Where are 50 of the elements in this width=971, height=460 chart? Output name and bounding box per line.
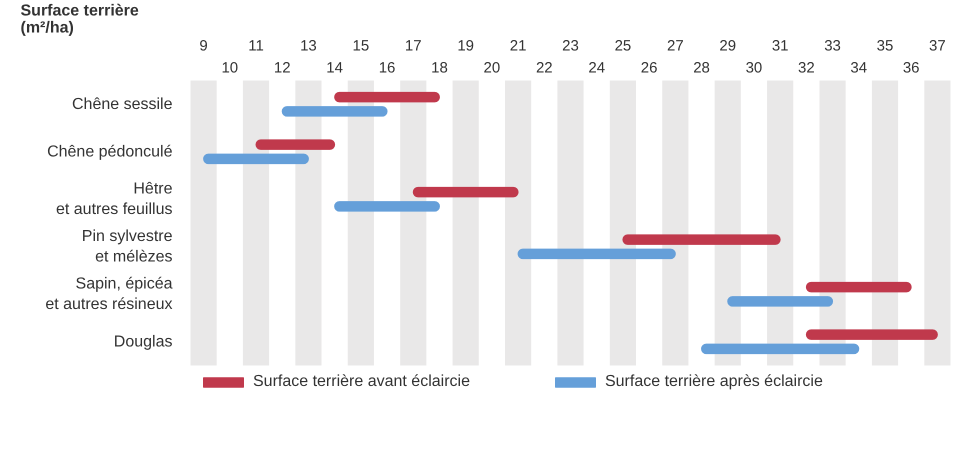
y-tick-label: Chêne sessile [72,96,173,113]
x2-tick-label: 34 [850,60,868,76]
x2-tick-label: 28 [693,60,710,76]
x2-tick-label: 26 [640,60,658,76]
x-tick-label: 37 [929,38,946,54]
x-tick-label: 29 [719,38,736,54]
y-tick-label: Hêtre et autres feuillus [56,180,173,218]
y-tick-label: Sapin, épicéa et autres résineux [45,276,173,313]
x2-tick-label: 12 [274,60,291,76]
y-tick-label: Chêne pédonculé [47,143,173,160]
x2-tick-label: 14 [326,60,343,76]
x-tick-label: 25 [614,38,632,54]
x-tick-label: 27 [666,38,684,54]
bar [334,201,440,212]
bar [806,282,912,292]
x-tick-label: 33 [824,38,841,54]
x2-tick-label: 30 [746,60,762,76]
x-tick-label: 15 [352,38,370,54]
bar [727,296,834,307]
x-tick-label: 9 [199,38,208,54]
legend-label: Surface terrière avant éclaircie [253,373,470,391]
y-tick-label: Pin sylvestre et mélèzes [82,228,173,266]
y-tick-label: Douglas [114,333,172,350]
bar [412,186,519,198]
x2-tick-label: 36 [902,60,920,76]
x-tick-label: 35 [876,38,894,54]
x-axis-title: Surface terrière (m²/ha) [20,2,139,36]
x2-tick-label: 10 [221,60,238,76]
bar [256,139,336,150]
bar [203,154,309,164]
bar [806,329,938,340]
bar [701,344,860,354]
x-tick-label: 23 [562,38,579,54]
x-tick-label: 21 [510,38,526,54]
bar [622,234,781,245]
x2-tick-label: 24 [588,60,606,76]
x2-tick-label: 32 [798,60,815,76]
x2-tick-label: 22 [536,60,553,76]
x-tick-label: 17 [404,38,422,54]
x-tick-label: 19 [457,38,474,54]
x-tick-label: 31 [772,38,788,54]
bar [334,92,440,102]
x-tick-label: 11 [248,38,264,54]
x2-tick-label: 18 [431,60,448,76]
x2-tick-label: 20 [484,60,500,76]
bar [518,248,676,260]
x-tick-label: 13 [300,38,317,54]
bar [282,106,388,117]
legend-label: Surface terrière après éclaircie [604,373,823,391]
x2-tick-label: 16 [378,60,396,76]
